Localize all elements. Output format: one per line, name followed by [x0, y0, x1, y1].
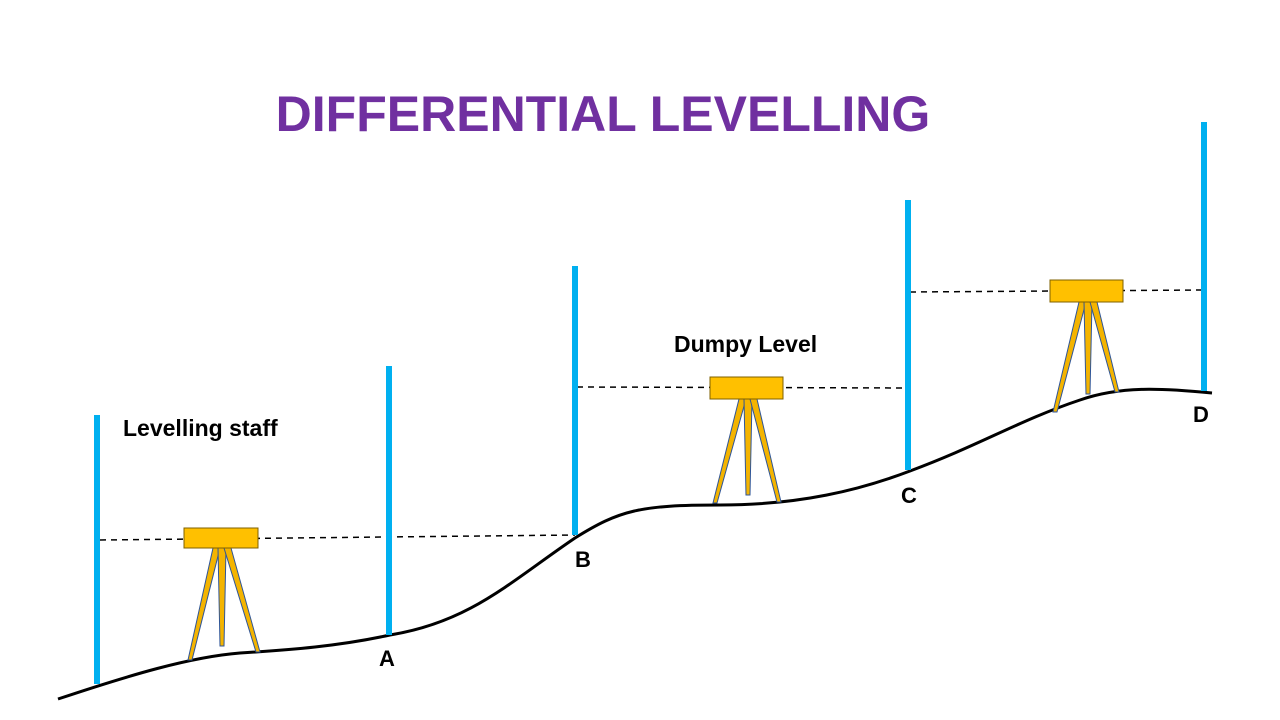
levelling-staff-icon — [1201, 122, 1207, 391]
point-label-b: B — [575, 547, 591, 572]
levelling-staff-icon — [905, 200, 911, 470]
diagram-title: DIFFERENTIAL LEVELLING — [276, 86, 931, 142]
levelling-staff-icon — [572, 266, 578, 535]
dumpy-level-label: Dumpy Level — [674, 331, 817, 357]
instrument-setup-2 — [709, 376, 784, 504]
point-label-c: C — [901, 483, 917, 508]
dumpy-level-icon — [183, 527, 259, 549]
instrument-setup-3 — [1049, 279, 1124, 413]
levelling-staff-icon — [94, 415, 100, 684]
point-label-d: D — [1193, 402, 1209, 427]
instrument-setup-1 — [183, 527, 261, 661]
levelling-staff-label: Levelling staff — [123, 415, 278, 441]
tripod-icon — [187, 547, 261, 661]
levelling-staff-icon — [386, 366, 392, 635]
sight-line-1 — [99, 534, 576, 541]
dumpy-level-icon — [1049, 279, 1124, 303]
ground-profile — [57, 387, 1213, 701]
tripod-icon — [712, 398, 782, 504]
point-label-a: A — [379, 646, 395, 671]
levelling-staffs — [94, 122, 1207, 684]
dumpy-level-icon — [709, 376, 784, 400]
tripod-icon — [1052, 301, 1120, 413]
